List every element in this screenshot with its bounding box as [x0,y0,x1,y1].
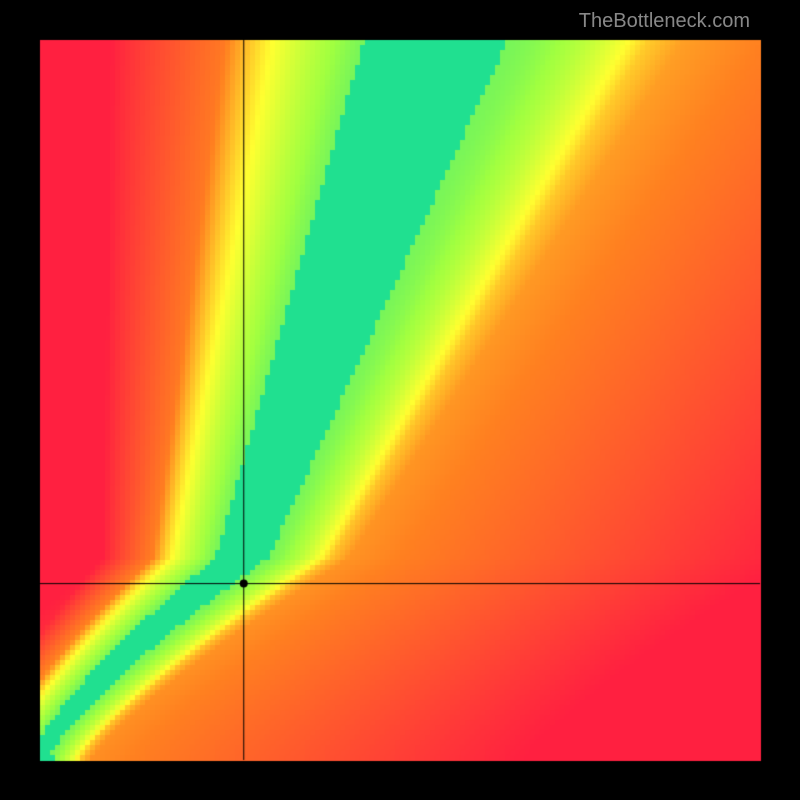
heatmap-canvas [0,0,800,800]
watermark-text: TheBottleneck.com [579,10,750,33]
heatmap-chart [0,0,800,800]
